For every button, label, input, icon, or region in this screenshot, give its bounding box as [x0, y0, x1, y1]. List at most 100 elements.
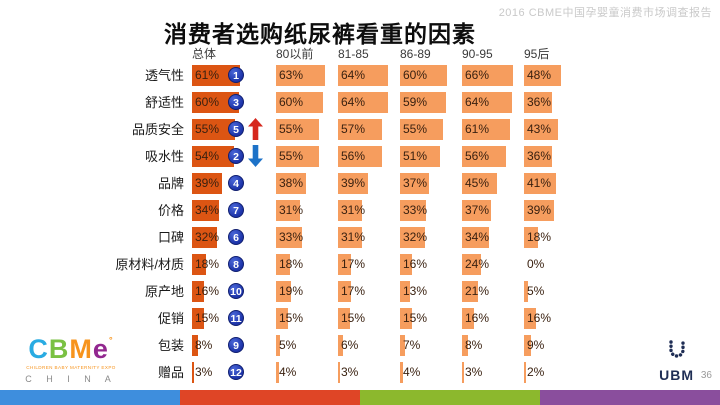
row-label: 促销 [157, 311, 184, 326]
bar-value: 16% [195, 284, 220, 298]
bar-cell: 39% [338, 170, 400, 197]
bar-value: 19% [279, 284, 304, 298]
bar [338, 281, 351, 302]
bar-cell: 16% 10 [192, 278, 276, 305]
bar [192, 173, 222, 194]
bar-cell: 3% [338, 359, 400, 386]
rank-badge: 3 [228, 94, 244, 110]
rank-badge: 4 [228, 175, 244, 191]
bar-value: 61% [465, 122, 490, 136]
bar [400, 254, 412, 275]
bar [276, 146, 319, 167]
bar-value: 38% [279, 176, 304, 190]
bar-cell: 64% [338, 62, 400, 89]
row-label: 透气性 [144, 68, 184, 83]
bar-cell: 31% [276, 197, 338, 224]
bar [462, 146, 506, 167]
bar-cell: 54% 2 [192, 143, 276, 170]
row-label: 吸水性 [144, 149, 184, 164]
bar [524, 146, 552, 167]
bar-value: 34% [195, 203, 220, 217]
bar-cell: 48% [524, 62, 616, 89]
bar-value: 56% [465, 149, 490, 163]
bar-value: 64% [341, 95, 366, 109]
bar-cell: 61% 1 [192, 62, 276, 89]
bar-cell: 64% [462, 89, 524, 116]
bar-cell: 4% [400, 359, 462, 386]
bar [400, 92, 446, 113]
bar-cell: 61% [462, 116, 524, 143]
bar [276, 227, 302, 248]
bar-value: 32% [403, 230, 428, 244]
bar-cell: 41% [524, 170, 616, 197]
bar-value: 55% [195, 122, 220, 136]
page-number: 36 [700, 370, 712, 381]
bar-cell: 60% 3 [192, 89, 276, 116]
bar-cell: 19% [276, 278, 338, 305]
stripe-segment-3 [540, 390, 720, 405]
bar-value: 8% [465, 338, 483, 352]
bar [192, 362, 194, 383]
bar-cell: 64% [338, 89, 400, 116]
bar [524, 200, 554, 221]
cbme-reg-mark: ° [108, 335, 114, 346]
bar [524, 65, 561, 86]
bar [462, 362, 464, 383]
bar-value: 4% [279, 365, 297, 379]
column-header-3: 86-89 [400, 47, 431, 61]
cbme-letter-e: e [92, 334, 109, 365]
row-label: 口碑 [157, 230, 184, 245]
bar-value: 16% [403, 257, 428, 271]
bar-cell: 37% [400, 170, 462, 197]
rank-badge: 10 [228, 283, 244, 299]
bar [338, 119, 382, 140]
bar [524, 173, 556, 194]
bar-value: 15% [279, 311, 304, 325]
bar [400, 281, 410, 302]
chart-row: 价格 34% 7 31% 31% 33% 37% 39% [56, 197, 616, 224]
bar-cell: 15% 11 [192, 305, 276, 332]
bar-cell: 55% [276, 143, 338, 170]
chart-row: 品质安全 55% 5 55% 57% 55% 61% 43% [56, 116, 616, 143]
bar [192, 200, 219, 221]
bar-cell: 17% [338, 251, 400, 278]
bar-value: 3% [465, 365, 483, 379]
bar [462, 65, 513, 86]
bar-value: 37% [403, 176, 428, 190]
bar [524, 92, 552, 113]
bar-cell: 56% [338, 143, 400, 170]
bar-cell: 45% [462, 170, 524, 197]
bar-cell: 55% [276, 116, 338, 143]
bar-value: 0% [527, 257, 545, 271]
chart-row: 赠品 3% 12 4% 3% 4% 3% 2% [56, 359, 616, 386]
bar [400, 146, 440, 167]
bar-cell: 15% [400, 305, 462, 332]
bar [524, 119, 558, 140]
bar-value: 9% [527, 338, 545, 352]
bar [276, 254, 290, 275]
bar-value: 17% [341, 257, 366, 271]
bar-value: 55% [279, 149, 304, 163]
bar-value: 18% [527, 230, 552, 244]
column-header-0: 总体 [192, 47, 217, 61]
bar-value: 66% [465, 68, 490, 82]
bar [524, 362, 526, 383]
chart-row: 口碑 32% 6 33% 31% 32% 34% 18% [56, 224, 616, 251]
bar-cell: 63% [276, 62, 338, 89]
bar-cell: 36% [524, 143, 616, 170]
bar-cell: 4% [276, 359, 338, 386]
bar [192, 92, 239, 113]
bar-cell: 2% [524, 359, 616, 386]
bar-cell: 13% [400, 278, 462, 305]
bar [192, 227, 217, 248]
bar-value: 39% [527, 203, 552, 217]
bar-value: 63% [279, 68, 304, 82]
bar-cell: 17% [338, 278, 400, 305]
bar-value: 60% [195, 95, 220, 109]
bar [276, 173, 306, 194]
bar-cell: 33% [276, 224, 338, 251]
bar-value: 16% [527, 311, 552, 325]
row-label: 原材料/材质 [115, 257, 184, 272]
bar-value: 64% [341, 68, 366, 82]
bar-value: 61% [195, 68, 220, 82]
